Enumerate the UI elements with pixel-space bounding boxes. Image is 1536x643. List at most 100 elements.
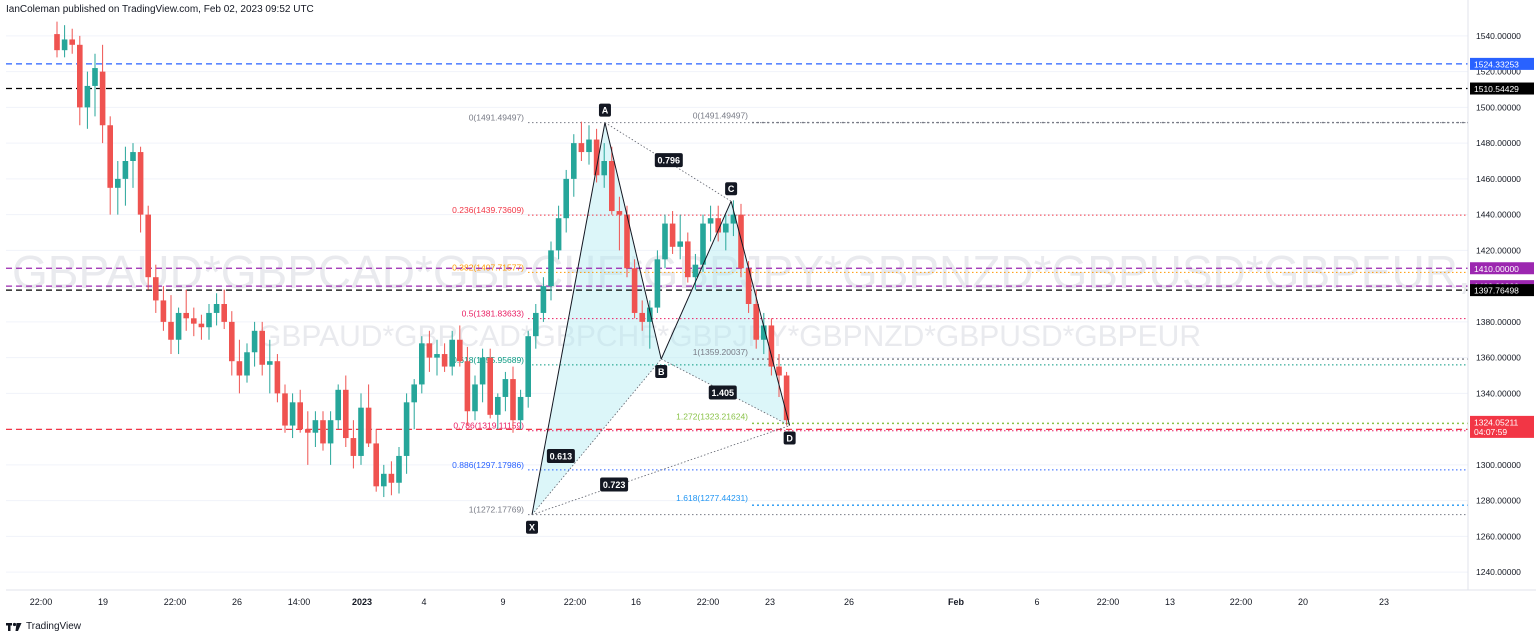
pattern-point-badge	[655, 365, 668, 379]
candle-body	[685, 241, 691, 278]
candle-body	[411, 384, 417, 403]
time-axis-tick: 23	[1379, 597, 1389, 607]
fib-level-label: 0.886(1297.17986)	[452, 460, 524, 470]
candle-body	[69, 39, 75, 45]
time-axis-tick: 19	[98, 597, 108, 607]
candle-body	[525, 336, 531, 397]
price-axis-tick: 1480.00000	[1476, 138, 1521, 148]
time-axis-tick: Feb	[948, 597, 965, 607]
ratio-badge	[708, 385, 737, 400]
candle-body	[654, 259, 661, 308]
candle-body	[578, 143, 585, 153]
candle-body	[601, 161, 607, 176]
pattern-point-label: A	[602, 106, 609, 116]
candle-body	[624, 214, 630, 269]
candle-body	[99, 71, 106, 126]
price-axis-tick: 1340.00000	[1476, 388, 1521, 398]
candle-body	[647, 307, 653, 322]
candle-body	[563, 178, 569, 219]
candle-body	[776, 366, 782, 376]
price-axis-tick: 1240.00000	[1476, 567, 1521, 577]
candle-body	[221, 304, 227, 322]
pattern-leg-line	[604, 122, 662, 360]
candle-body	[472, 384, 478, 412]
time-axis-tick: 16	[631, 597, 641, 607]
fib-level-label: 0.786(1319.11159)	[453, 421, 524, 431]
candle-body	[715, 218, 721, 233]
time-axis-tick: 22:00	[564, 597, 587, 607]
pattern-point-badge	[526, 520, 538, 534]
candle-body	[122, 161, 129, 179]
candle-body	[358, 407, 364, 456]
price-axis-tick: 1280.00000	[1476, 496, 1521, 506]
candle-body	[373, 443, 379, 487]
price-axis-tick: 1460.00000	[1476, 174, 1521, 184]
candle-body	[434, 354, 440, 358]
time-axis-tick: 22:00	[30, 597, 53, 607]
candle-body	[403, 402, 410, 456]
candle-body	[54, 34, 60, 51]
pattern-point-label: C	[728, 184, 735, 194]
ratio-label: 1.405	[711, 388, 734, 398]
candle-body	[153, 277, 159, 301]
time-axis-tick: 20	[1298, 597, 1308, 607]
fib-extension-label: 1.618(1277.44231)	[676, 493, 748, 503]
fib-extension-label: 0(1491.49497)	[693, 111, 748, 121]
candle-body	[381, 473, 387, 487]
candle-body	[555, 218, 562, 251]
candle-body	[305, 429, 311, 433]
fib-level-label: 1(1272.17769)	[469, 505, 524, 515]
time-axis-tick: 4	[421, 597, 426, 607]
candle-body	[289, 402, 296, 426]
candle-body	[669, 223, 676, 247]
price-axis-tick: 1500.00000	[1476, 102, 1521, 112]
attribution-text: IanColeman published on TradingView.com,…	[6, 4, 314, 15]
time-axis-tick: 26	[844, 597, 854, 607]
candle-body	[548, 250, 554, 287]
candle-body	[783, 375, 790, 421]
candle-body	[259, 330, 265, 365]
candle-body	[297, 402, 303, 430]
candle-body	[130, 152, 136, 161]
price-axis-tick: 1420.00000	[1476, 245, 1521, 255]
candle-body	[160, 300, 167, 322]
candle-body	[707, 218, 714, 224]
time-axis-tick: 6	[1034, 597, 1039, 607]
candle-body	[540, 286, 547, 313]
tradingview-logo-icon	[6, 622, 22, 631]
pattern-point-badge	[783, 431, 796, 445]
candle-body	[229, 321, 235, 362]
candle-body	[282, 393, 288, 426]
time-axis-tick: 13	[1165, 597, 1175, 607]
candle-body	[77, 44, 83, 108]
candle-body	[115, 178, 121, 188]
time-axis-tick: 22:00	[1230, 597, 1253, 607]
ratio-label: 0.796	[658, 156, 681, 166]
candle-body	[388, 473, 395, 483]
price-tag-label: 1524.33253	[1474, 59, 1519, 69]
footer-brand[interactable]: TradingView	[6, 621, 81, 632]
candle-body	[609, 161, 615, 212]
fib-level-label: 0.5(1381.83633)	[462, 309, 525, 319]
price-axis-tick: 1360.00000	[1476, 353, 1521, 363]
pattern-point-label: B	[658, 367, 665, 377]
ratio-badge	[600, 477, 629, 492]
candle-body	[586, 139, 592, 153]
last-price-tag	[1470, 415, 1534, 438]
candle-body	[449, 339, 455, 367]
price-tag	[1470, 57, 1534, 70]
candle-body	[502, 379, 509, 397]
price-axis-tick: 1440.00000	[1476, 210, 1521, 220]
pattern-leg-line	[660, 201, 732, 360]
candle-body	[441, 354, 448, 367]
candle-body	[457, 339, 463, 362]
candle-body	[700, 223, 706, 265]
candle-body	[320, 420, 326, 444]
candle-body	[616, 211, 623, 215]
candle-body	[267, 361, 273, 365]
candle-body	[92, 68, 98, 86]
candle-body	[206, 312, 212, 328]
ratio-label: 0.723	[603, 480, 626, 490]
